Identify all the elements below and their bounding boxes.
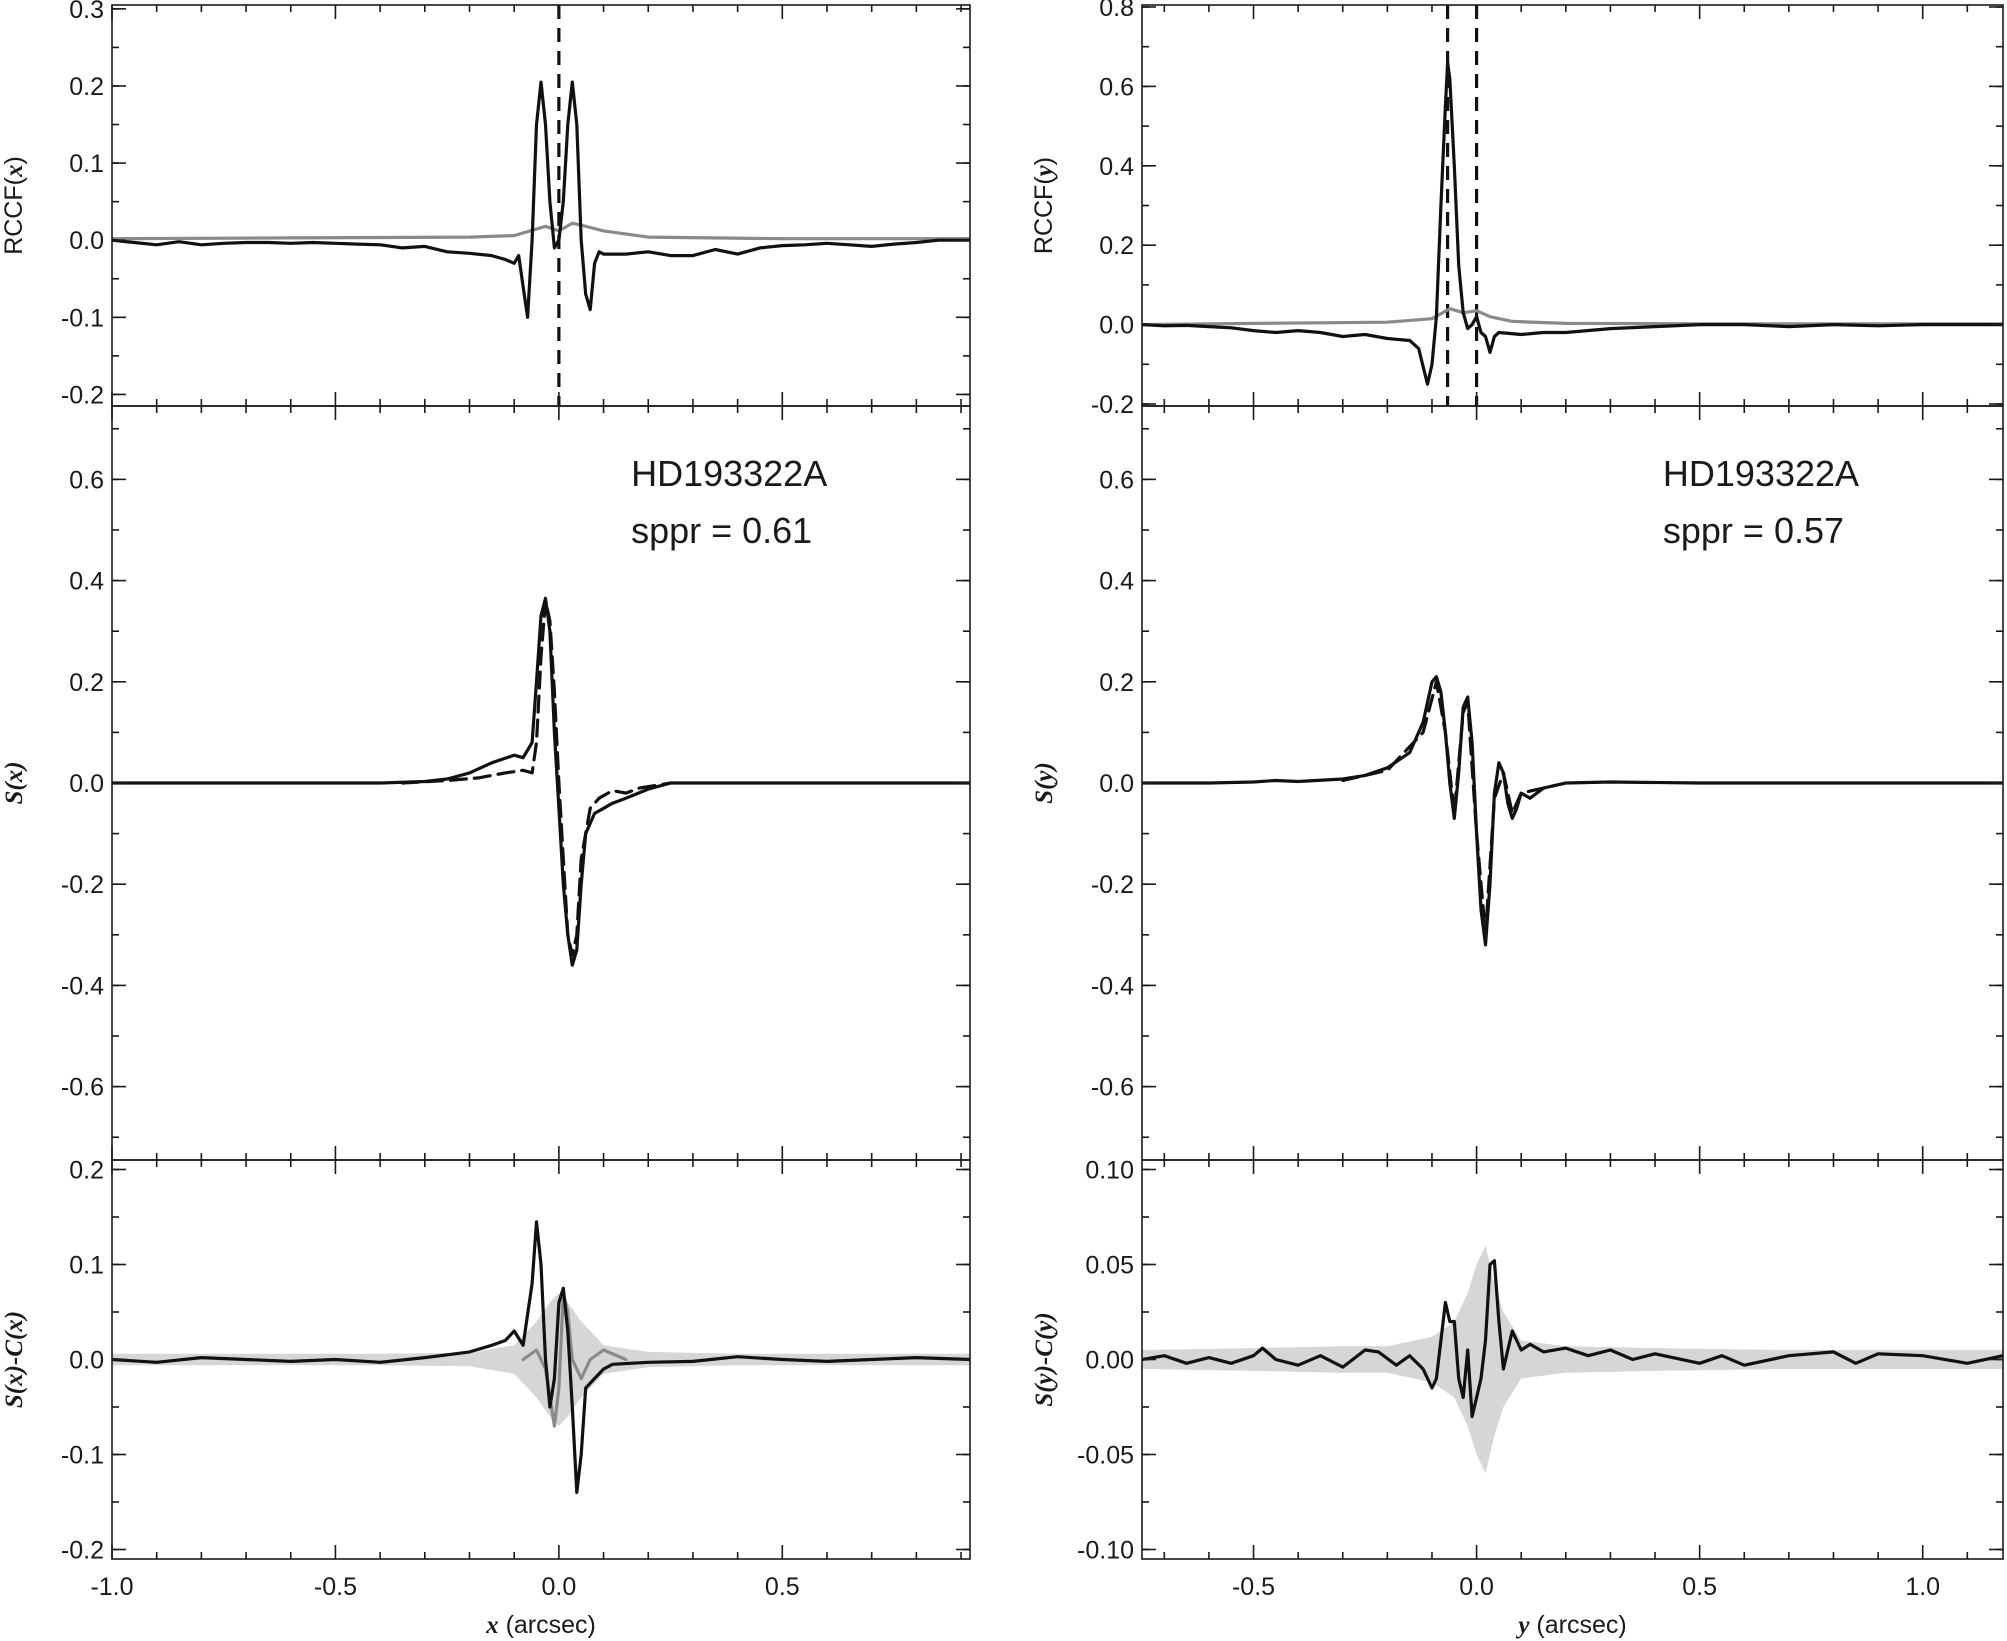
y-tick-label: -0.1 [61, 1442, 104, 1470]
panel-annotation: sppr = 0.57 [1663, 510, 1844, 551]
y-tick-label: -0.2 [61, 1537, 104, 1565]
x-tick-label: 1.0 [1905, 1573, 1940, 1601]
x-axis-label: y (arcsec) [1515, 1611, 1626, 1639]
y-axis-label-suffix: ) [1030, 157, 1058, 165]
y-tick-label: -0.2 [1091, 871, 1134, 899]
y-axis-label: RCCF(y) [1030, 157, 1058, 254]
plot-area [112, 5, 970, 406]
y-tick-label: 0.8 [1099, 0, 1134, 22]
y-tick-label: 0.4 [1099, 153, 1134, 181]
y-axis-label-var: x [1, 165, 28, 179]
y-tick-label: -0.05 [1077, 1442, 1134, 1470]
x-tick-label: 0.5 [1682, 1573, 1717, 1601]
y-tick-label: -0.10 [1077, 1537, 1134, 1565]
x-axis-label-unit: (arcsec) [1529, 1611, 1626, 1639]
x-axis-label-unit: (arcsec) [499, 1611, 596, 1639]
series-line-black-0 [1142, 1259, 2003, 1419]
y-tick-label: 0.2 [1099, 232, 1134, 260]
panel-resid_y: -0.10 -0.05 0.00 0.05 0.10 -0.5 0.0 0.5 1.0 y (ar… [1031, 1157, 2004, 1639]
panel-s_y: -0.6 -0.4 -0.2 0.0 0.2 0.4 0.6 S(y) HD193322A spp… [1031, 405, 2004, 1161]
y-axis-label-var: S(y)-C(y) [1031, 1312, 1058, 1406]
y-tick-label: 0.2 [69, 1157, 104, 1185]
y-tick-label: 0.0 [69, 770, 104, 798]
y-tick-label: 0.0 [1099, 770, 1134, 798]
series-line-black-1 [112, 1220, 970, 1495]
plot-area [112, 596, 970, 967]
y-tick-label: 0.6 [1099, 73, 1134, 101]
y-tick-label: -0.2 [61, 381, 104, 409]
panel-rccf_x: -0.2 -0.1 0.0 0.1 0.2 0.3 RCCF(x) [0, 0, 971, 409]
x-tick-label: 0.0 [1459, 1573, 1494, 1601]
plot-area [1142, 5, 2003, 406]
y-tick-label: -0.4 [1091, 972, 1134, 1000]
x-axis-label: x (arcsec) [485, 1611, 596, 1639]
x-tick-label: -1.0 [90, 1573, 133, 1601]
y-tick-label: 0.3 [69, 0, 104, 24]
panel-annotation: sppr = 0.61 [631, 510, 812, 551]
y-axis-label-prefix: RCCF( [0, 176, 28, 254]
panel-annotation: HD193322A [1663, 453, 1859, 494]
y-tick-label: -0.2 [1091, 391, 1134, 419]
y-tick-label: 0.6 [1099, 466, 1134, 494]
series-line-gray-0 [112, 221, 970, 241]
panel-annotation: HD193322A [631, 453, 827, 494]
y-axis-label-suffix: ) [0, 156, 28, 164]
plot-area [1142, 1245, 2003, 1474]
panel-rccf_y: -0.2 0.0 0.2 0.4 0.6 0.8 RCCF(y) [1030, 0, 2004, 419]
x-axis-label-var: y [1515, 1612, 1530, 1639]
plot-frame [111, 4, 971, 407]
series-line-gray-0 [1142, 307, 2003, 327]
y-axis-label: S(y) [1031, 762, 1058, 804]
y-axis-label: S(x) [1, 761, 28, 804]
uncertainty-band [1142, 1245, 2003, 1474]
y-axis-label-var: y [1031, 164, 1058, 179]
y-tick-label: 0.0 [69, 227, 104, 255]
series-line-black-0 [112, 596, 970, 967]
y-tick-label: 0.4 [1099, 568, 1134, 596]
x-tick-label: -0.5 [314, 1573, 357, 1601]
y-tick-label: 0.0 [69, 1347, 104, 1375]
y-tick-label: 0.0 [1099, 312, 1134, 340]
y-tick-label: 0.2 [1099, 669, 1134, 697]
x-tick-label: 0.5 [765, 1573, 800, 1601]
y-tick-label: 0.2 [69, 73, 104, 101]
plot-area [112, 1220, 970, 1495]
y-tick-label: 0.4 [69, 568, 104, 596]
y-axis-label-var: S(x) [1, 761, 28, 804]
panel-resid_x: -0.2 -0.1 0.0 0.1 0.2 -1.0 -0.5 0.0 0.5 x (arcsec… [1, 1157, 971, 1639]
y-tick-label: 0.2 [69, 669, 104, 697]
x-tick-label: 0.0 [541, 1573, 576, 1601]
y-tick-label: 0.10 [1085, 1157, 1134, 1185]
x-tick-label: -0.5 [1232, 1573, 1275, 1601]
plot-frame [1141, 4, 2004, 407]
series-line-black-1 [112, 80, 970, 319]
x-axis-label-var: x [485, 1612, 499, 1639]
y-tick-label: -0.1 [61, 304, 104, 332]
y-axis-label-var: S(x)-C(x) [1, 1311, 28, 1408]
y-tick-label: 0.05 [1085, 1252, 1134, 1280]
y-tick-label: 0.1 [69, 1252, 104, 1280]
y-tick-label: 0.00 [1085, 1347, 1134, 1375]
series-line-black-0 [1142, 675, 2003, 947]
y-axis-label-var: S(y) [1031, 762, 1058, 804]
series-line-black-1 [1142, 61, 2003, 386]
y-tick-label: -0.4 [61, 972, 104, 1000]
y-axis-label: RCCF(x) [0, 156, 28, 255]
y-tick-label: 0.1 [69, 150, 104, 178]
y-axis-label-prefix: RCCF( [1030, 176, 1058, 254]
series-line-black-dashed-1 [1341, 680, 1568, 937]
y-tick-label: -0.6 [61, 1074, 104, 1102]
y-tick-label: -0.6 [1091, 1074, 1134, 1102]
y-tick-label: -0.2 [61, 871, 104, 899]
panel-s_x: -0.6 -0.4 -0.2 0.0 0.2 0.4 0.6 S(x) HD193322A spp… [1, 405, 971, 1161]
y-axis-label: S(y)-C(y) [1031, 1312, 1058, 1406]
y-axis-label: S(x)-C(x) [1, 1311, 28, 1408]
plot-area [1142, 675, 2003, 947]
y-tick-label: 0.6 [69, 466, 104, 494]
series-line-black-dashed-1 [400, 599, 673, 957]
